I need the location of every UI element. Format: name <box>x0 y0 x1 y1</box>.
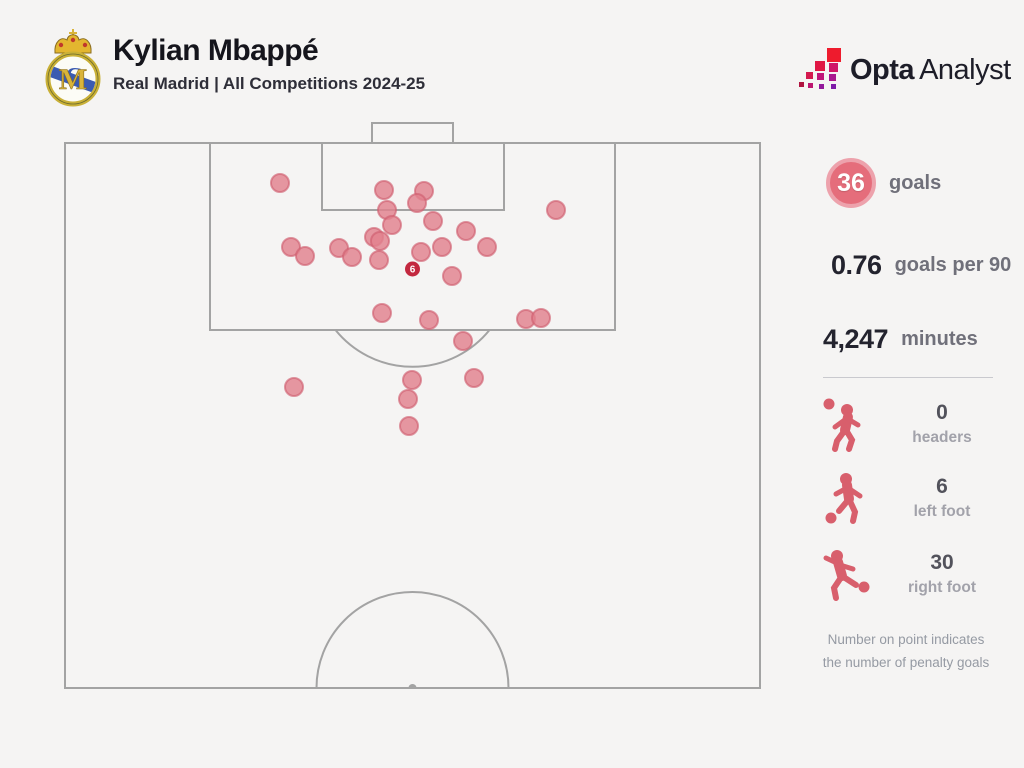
goal-dot <box>407 193 427 213</box>
goal-dot <box>270 173 290 193</box>
goal-dot <box>442 266 462 286</box>
opta-wordmark-light: Analyst <box>919 53 1011 86</box>
page-title: Kylian Mbappé <box>113 34 319 67</box>
minutes-stat: 4,247 minutes <box>823 324 978 355</box>
goals-stat: 36 goals <box>826 158 941 208</box>
goal-dot <box>374 180 394 200</box>
left-foot-stat-row: 6 left foot <box>822 470 1014 526</box>
left-foot-value: 6 <box>936 475 948 498</box>
left-foot-label: left foot <box>913 503 971 520</box>
crown-gem <box>58 42 64 48</box>
crown-gem <box>82 42 88 48</box>
goal-dot <box>453 331 473 351</box>
real-madrid-crest-icon: C M <box>44 29 102 107</box>
crest-outer-ring <box>47 53 99 105</box>
penalty-area <box>209 142 616 331</box>
minutes-label: minutes <box>901 328 978 350</box>
goal-dot <box>531 308 551 328</box>
crest-letter-c: C <box>65 64 82 90</box>
page-subtitle: Real Madrid | All Competitions 2024-25 <box>113 74 426 93</box>
goal-dot <box>546 200 566 220</box>
headers-value: 0 <box>936 401 948 424</box>
goal-dot <box>398 389 418 409</box>
opta-analyst-logo: Opta Analyst <box>798 44 1014 96</box>
penalty-goals-count: 6 <box>410 265 416 276</box>
headers-stat-row: 0 headers <box>822 396 1014 452</box>
right-foot-value: 30 <box>930 551 954 574</box>
goal-dot <box>477 237 497 257</box>
opta-mark-icon <box>798 46 842 94</box>
goal-dot <box>399 416 419 436</box>
centre-spot <box>408 684 417 688</box>
headers-label: headers <box>912 429 972 446</box>
stats-divider <box>823 377 993 378</box>
goals-label: goals <box>889 171 942 194</box>
goal-dot <box>369 250 389 270</box>
goal-dot <box>464 368 484 388</box>
goals-per-90-value: 0.76 <box>831 250 882 280</box>
goals-per-90-label: goals per 90 <box>894 254 1012 276</box>
penalty-arc <box>334 329 491 368</box>
goal-dot <box>281 237 301 257</box>
goal-dot <box>370 231 390 251</box>
footnote-line-1: Number on point indicates <box>827 632 985 647</box>
goals-badge: 36 <box>826 158 876 208</box>
shot-points: 6 <box>270 173 566 436</box>
goal-dot <box>295 246 315 266</box>
crest-cross <box>69 29 77 37</box>
right-foot-icon <box>823 550 870 601</box>
goal-dot <box>382 215 402 235</box>
crest-band <box>44 64 102 95</box>
goal-dot <box>423 211 443 231</box>
header-titles: Kylian Mbappé Real Madrid | All Competit… <box>113 34 425 94</box>
crest-crown <box>54 34 92 54</box>
penalty-goals-dot <box>405 261 420 277</box>
goal-dot <box>342 247 362 267</box>
opta-wordmark-bold: Opta <box>850 53 915 86</box>
pitch-boundary <box>64 142 761 689</box>
goals-per-90-stat: 0.76 goals per 90 <box>831 250 1011 281</box>
right-foot-stat-row: 30 right foot <box>822 546 1014 602</box>
opta-wordmark: Opta Analyst <box>850 54 1011 87</box>
goal-frame <box>371 122 454 144</box>
goal-dot <box>432 237 452 257</box>
goal-dot <box>456 221 476 241</box>
footnote-line-2: the number of penalty goals <box>822 655 990 670</box>
right-foot-label: right foot <box>907 579 976 596</box>
goal-dot <box>419 310 439 330</box>
left-foot-icon <box>825 473 863 524</box>
penalty-footnote: Number on point indicates the number of … <box>794 628 1018 674</box>
minutes-value: 4,247 <box>823 324 889 354</box>
goal-dot <box>372 303 392 323</box>
centre-circle <box>315 591 510 689</box>
goal-dot <box>284 377 304 397</box>
goal-dot <box>402 370 422 390</box>
goal-dot <box>411 242 431 262</box>
crown-gem <box>70 37 76 43</box>
crest-letter-m: M <box>59 63 87 96</box>
header-goal-icon <box>823 398 861 452</box>
